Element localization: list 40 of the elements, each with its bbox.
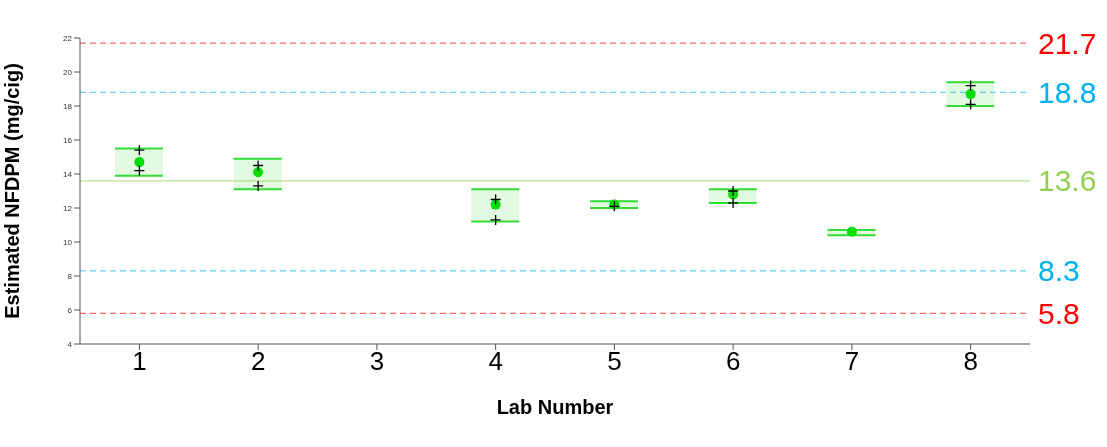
x-tick-label: 3 [369,346,385,377]
point [133,144,146,156]
y-tick-label: 22 [63,33,73,43]
y-tick-label: 6 [67,305,73,315]
y-axis-title: Estimated NFDPM (mg/cig) [1,63,24,319]
point [727,197,739,209]
point [965,89,976,100]
bar [232,157,283,191]
y-tick-label: 18 [63,101,73,111]
ref-line-label: 8.3 [1038,254,1080,288]
x-axis-title: Lab Number [496,396,614,418]
ref-line-label: 5.8 [1038,296,1080,330]
x-tick-label: 7 [844,346,860,377]
y-tick-label: 12 [63,203,73,213]
y-tick-label: 8 [67,271,73,281]
x-tick-label: 1 [132,346,147,377]
y-tick-label: 10 [63,237,73,247]
x-tick-label: 5 [607,346,622,377]
point [134,157,145,168]
point [964,79,977,92]
y-tick-label: 14 [63,169,73,179]
point [846,226,857,237]
ref-line-label: 21.7 [1038,26,1097,60]
x-tick-label: 4 [488,346,503,377]
point [252,159,264,172]
point [727,185,739,197]
point [489,214,502,226]
bar [470,188,521,223]
x-tick-label: 6 [725,346,741,377]
bar [114,147,164,177]
point [133,164,146,177]
ref-line-label: 18.8 [1038,75,1097,109]
point [252,180,264,192]
point [964,98,977,110]
y-tick-label: 16 [63,135,73,145]
x-tick-label: 8 [963,346,978,377]
ref-line-label: 13.6 [1038,164,1097,198]
x-tick-label: 2 [250,346,266,377]
y-tick-label: 20 [63,67,73,77]
y-tick-label: 4 [67,339,73,349]
